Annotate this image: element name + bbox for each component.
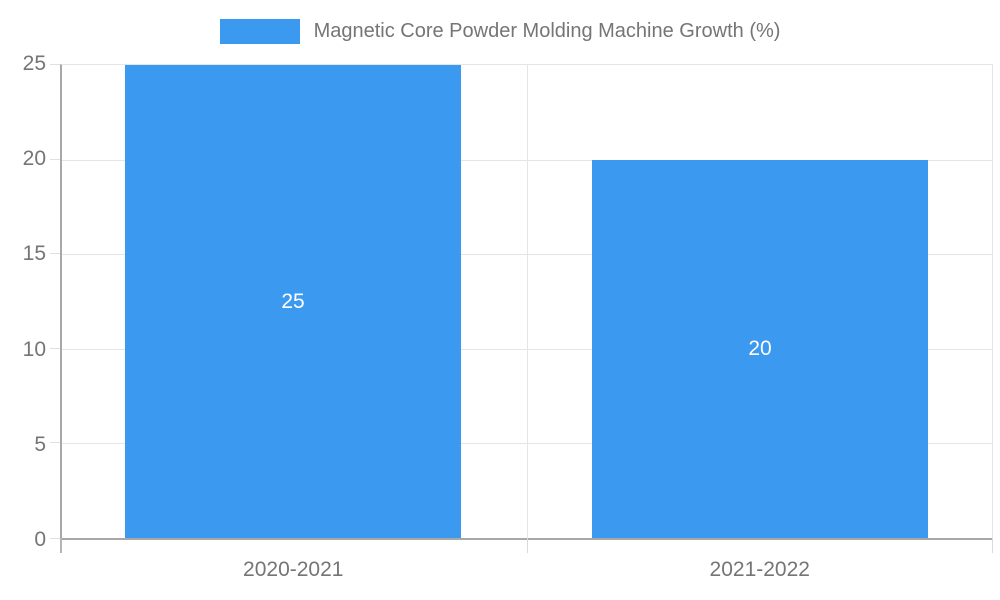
legend-swatch-icon xyxy=(219,18,300,44)
x-axis: 2020-2021 2021-2022 xyxy=(60,558,993,582)
y-axis: 25 20 15 10 5 0 xyxy=(0,0,46,600)
y-axis-tick-mark xyxy=(50,253,60,255)
y-axis-tick-mark xyxy=(50,442,60,444)
y-axis-tick-mark xyxy=(50,64,60,65)
y-axis-tick-label: 15 xyxy=(22,242,46,265)
y-axis-tick-label: 0 xyxy=(34,528,46,551)
x-axis-tick-mark xyxy=(992,538,993,553)
bar-value-label: 25 xyxy=(281,289,305,313)
y-axis-tick-label: 25 xyxy=(22,52,46,75)
y-axis-tick-mark xyxy=(50,158,60,160)
y-axis-tick-mark xyxy=(50,347,60,349)
bar-2021-2022[interactable]: 20 xyxy=(592,159,928,538)
legend-label: Magnetic Core Powder Molding Machine Gro… xyxy=(313,19,781,42)
bar-2020-2021[interactable]: 25 xyxy=(125,65,461,538)
plot-area: 25 20 xyxy=(50,64,993,553)
x-axis-label-2020-2021: 2020-2021 xyxy=(243,558,344,581)
x-axis-label-2021-2022: 2021-2022 xyxy=(709,558,810,581)
y-axis-tick-label: 5 xyxy=(34,433,46,456)
y-axis-tick-label: 20 xyxy=(22,147,46,170)
y-axis-tick-label: 10 xyxy=(22,338,46,361)
x-axis-tick-mark xyxy=(527,538,528,553)
legend[interactable]: Magnetic Core Powder Molding Machine Gro… xyxy=(0,14,1000,48)
bar-value-label: 20 xyxy=(748,336,772,360)
category-divider-gridline xyxy=(527,65,528,538)
y-axis-tick-mark xyxy=(50,538,60,539)
x-axis-tick-mark xyxy=(60,538,62,553)
